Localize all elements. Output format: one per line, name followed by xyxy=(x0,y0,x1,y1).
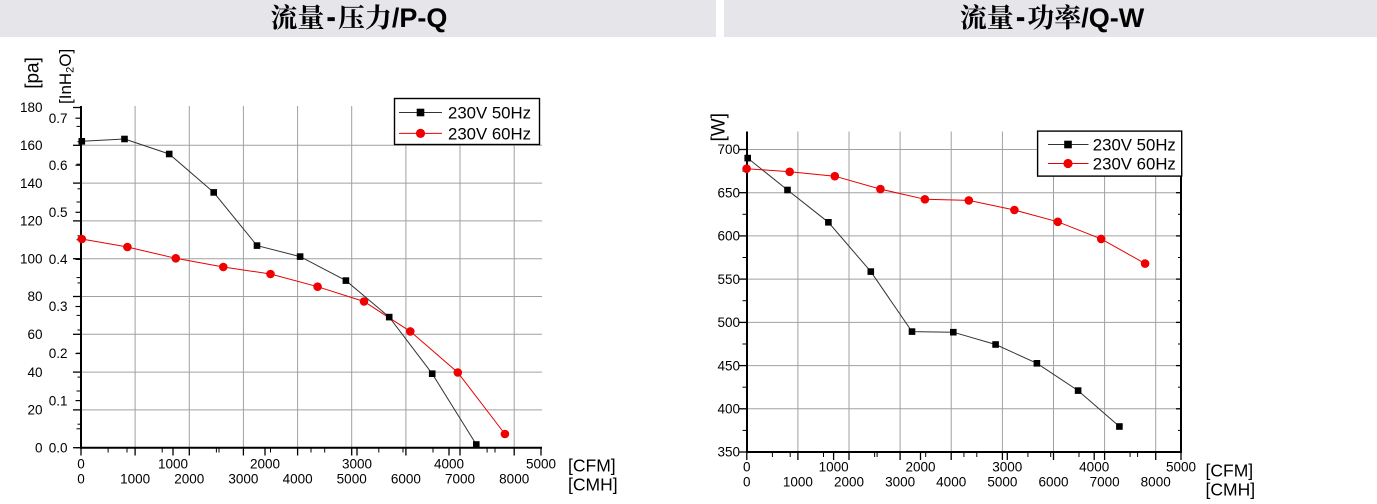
svg-text:8000: 8000 xyxy=(1141,474,1171,489)
svg-text:[CMH]: [CMH] xyxy=(1206,480,1256,500)
svg-text:5000: 5000 xyxy=(526,456,556,471)
svg-text:[InH2O]: [InH2O] xyxy=(56,49,77,104)
svg-text:5000: 5000 xyxy=(337,471,367,486)
svg-text:1000: 1000 xyxy=(819,459,849,474)
svg-text:160: 160 xyxy=(20,138,43,153)
svg-text:0.4: 0.4 xyxy=(49,252,68,267)
svg-text:700: 700 xyxy=(717,142,740,157)
svg-text:6000: 6000 xyxy=(1038,474,1068,489)
svg-text:120: 120 xyxy=(20,214,43,229)
svg-text:550: 550 xyxy=(717,272,740,287)
svg-text:1000: 1000 xyxy=(120,471,150,486)
svg-text:2000: 2000 xyxy=(250,456,280,471)
svg-text:/Q-W: /Q-W xyxy=(1081,3,1144,33)
svg-text:350: 350 xyxy=(717,445,740,460)
svg-text:3000: 3000 xyxy=(342,456,372,471)
svg-text:0.0: 0.0 xyxy=(49,440,68,455)
svg-text:7000: 7000 xyxy=(445,471,475,486)
svg-text:20: 20 xyxy=(27,403,42,418)
svg-text:6000: 6000 xyxy=(391,471,421,486)
svg-text:3000: 3000 xyxy=(228,471,258,486)
svg-text:[CMH]: [CMH] xyxy=(568,475,618,495)
svg-text:500: 500 xyxy=(717,315,740,330)
svg-text:2000: 2000 xyxy=(174,471,204,486)
svg-text:/P-Q: /P-Q xyxy=(392,3,448,33)
svg-text:4000: 4000 xyxy=(434,456,464,471)
svg-text:230V 50Hz: 230V 50Hz xyxy=(1093,136,1176,155)
svg-text:1000: 1000 xyxy=(783,474,813,489)
svg-text:[pa]: [pa] xyxy=(23,57,44,89)
svg-text:[CFM]: [CFM] xyxy=(1206,461,1254,481)
svg-text:3000: 3000 xyxy=(992,459,1022,474)
svg-text:0: 0 xyxy=(35,440,43,455)
svg-text:230V 60Hz: 230V 60Hz xyxy=(448,125,531,144)
svg-text:0.1: 0.1 xyxy=(49,393,68,408)
svg-text:230V 50Hz: 230V 50Hz xyxy=(448,104,531,123)
svg-text:100: 100 xyxy=(20,251,43,266)
svg-text:0: 0 xyxy=(77,456,85,471)
svg-text:0.5: 0.5 xyxy=(49,205,68,220)
svg-text:0.7: 0.7 xyxy=(49,111,68,126)
svg-text:0.6: 0.6 xyxy=(49,158,68,173)
svg-text:4000: 4000 xyxy=(1079,459,1109,474)
svg-text:0: 0 xyxy=(743,459,751,474)
svg-text:[CFM]: [CFM] xyxy=(568,456,616,476)
svg-text:1000: 1000 xyxy=(158,456,188,471)
svg-text:0: 0 xyxy=(77,471,85,486)
svg-text:60: 60 xyxy=(27,327,42,342)
svg-text:5000: 5000 xyxy=(1166,459,1196,474)
svg-text:4000: 4000 xyxy=(936,474,966,489)
svg-text:180: 180 xyxy=(20,100,43,115)
svg-text:3000: 3000 xyxy=(885,474,915,489)
svg-text:[W]: [W] xyxy=(709,113,730,142)
svg-text:4000: 4000 xyxy=(283,471,313,486)
svg-text:40: 40 xyxy=(27,365,42,380)
svg-text:230V 60Hz: 230V 60Hz xyxy=(1093,155,1176,174)
svg-text:2000: 2000 xyxy=(905,459,935,474)
svg-text:80: 80 xyxy=(27,289,42,304)
svg-text:7000: 7000 xyxy=(1090,474,1120,489)
svg-text:5000: 5000 xyxy=(987,474,1017,489)
svg-text:140: 140 xyxy=(20,176,43,191)
svg-text:8000: 8000 xyxy=(499,471,529,486)
svg-text:2000: 2000 xyxy=(834,474,864,489)
svg-text:0: 0 xyxy=(743,474,751,489)
svg-text:450: 450 xyxy=(717,358,740,373)
svg-text:650: 650 xyxy=(717,185,740,200)
svg-text:0.3: 0.3 xyxy=(49,299,68,314)
svg-text:0.2: 0.2 xyxy=(49,346,68,361)
svg-text:400: 400 xyxy=(717,402,740,417)
svg-text:600: 600 xyxy=(717,229,740,244)
